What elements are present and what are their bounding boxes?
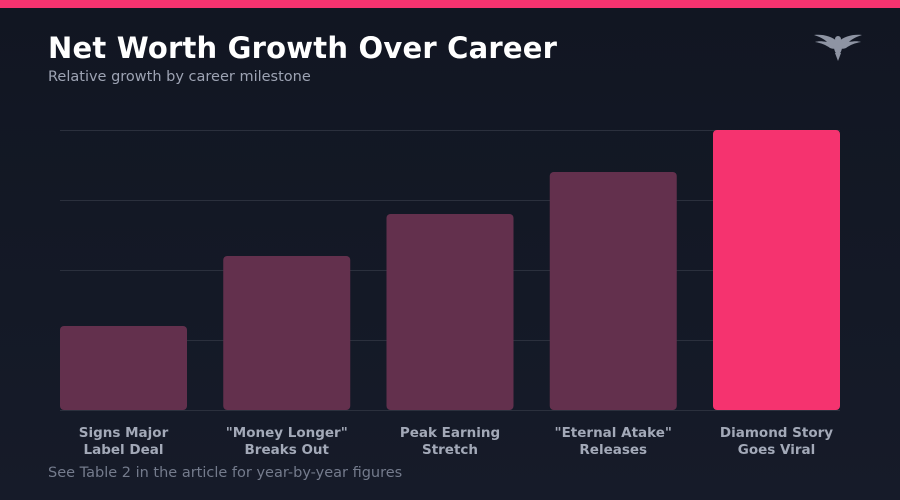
x-tick-label-line: Breaks Out [245, 442, 330, 458]
accent-stripe [0, 0, 900, 8]
x-tick-label-line: "Eternal Atake" [555, 425, 672, 441]
bar-3 [386, 214, 514, 410]
eagle-logo-icon [814, 34, 862, 61]
bar-2 [223, 256, 351, 410]
bar-1 [60, 326, 187, 410]
x-tick-label-line: Diamond Story [720, 425, 833, 441]
x-tick-label-line: Goes Viral [738, 442, 815, 458]
x-tick-label: "Eternal Atake" Releases [555, 425, 672, 458]
x-tick-label-line: Signs Major [79, 425, 169, 441]
bar-5 [713, 130, 840, 410]
chart-subtitle: Relative growth by career milestone [48, 69, 311, 85]
x-tick-label: Diamond Story Goes Viral [720, 425, 833, 458]
x-tick-label: Signs Major Label Deal [79, 425, 169, 458]
x-tick-label-line: Stretch [422, 442, 478, 458]
chart-title: Net Worth Growth Over Career [48, 31, 558, 65]
footnote: See Table 2 in the article for year-by-y… [48, 465, 403, 481]
x-tick-label-line: Peak Earning [400, 425, 500, 441]
x-tick-label-line: "Money Longer" [226, 425, 348, 441]
x-tick-label: "Money Longer" Breaks Out [226, 425, 348, 458]
x-tick-label-line: Label Deal [84, 442, 164, 458]
bar-4 [549, 172, 677, 410]
x-tick-label: Peak Earning Stretch [400, 425, 500, 458]
x-tick-label-line: Releases [579, 442, 647, 458]
